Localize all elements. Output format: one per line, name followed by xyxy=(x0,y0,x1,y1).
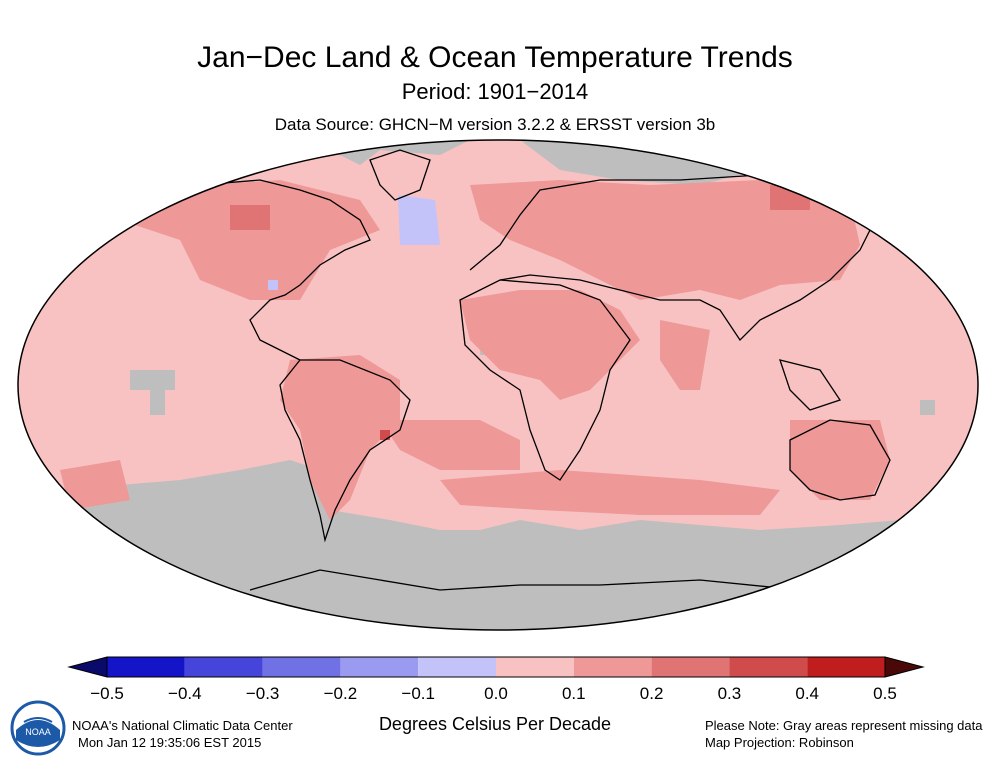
cooling-north-atlantic xyxy=(398,195,440,245)
coast-africa xyxy=(459,279,631,481)
color-bin-4 xyxy=(418,657,496,677)
color-bin-9 xyxy=(807,657,885,677)
tick-label: 0.3 xyxy=(717,684,742,703)
trend-south-pacific xyxy=(60,460,130,510)
coast-eurasia xyxy=(469,174,881,342)
trend-siberia-hot xyxy=(770,185,810,210)
timestamp: Mon Jan 12 19:35:06 EST 2015 xyxy=(78,735,262,750)
tick-label: 0.0 xyxy=(484,684,508,703)
coast-australia xyxy=(789,419,891,501)
cooling-se-us xyxy=(268,280,278,290)
trend-canada-hot xyxy=(230,205,270,230)
missing-pacific-c xyxy=(920,400,935,415)
trend-australia xyxy=(790,420,890,500)
color-bin-2 xyxy=(262,657,341,677)
tick-label: 0.5 xyxy=(873,684,897,703)
coast-southeast-asia xyxy=(779,359,842,411)
missing-antarctic xyxy=(18,460,978,630)
color-bin-0 xyxy=(107,657,185,677)
data-source: Data Source: GHCN−M version 3.2.2 & ERSS… xyxy=(274,115,716,134)
color-bin-7 xyxy=(651,657,730,677)
tick-label: −0.2 xyxy=(323,684,358,703)
color-bar xyxy=(67,656,925,678)
tick-label: 0.4 xyxy=(795,684,819,703)
color-bar-frame xyxy=(106,656,886,678)
color-bin-3 xyxy=(340,657,419,677)
tick-label: −0.4 xyxy=(168,684,202,703)
tick-label: −0.1 xyxy=(401,684,435,703)
projection-note: Map Projection: Robinson xyxy=(705,735,854,750)
coast-north-america xyxy=(139,179,371,361)
units-label: Degrees Celsius Per Decade xyxy=(378,714,612,734)
tick-label: −0.3 xyxy=(245,684,280,703)
trend-eurasia xyxy=(470,180,860,300)
globe-outline xyxy=(17,139,979,631)
missing-data-note: Please Note: Gray areas represent missin… xyxy=(705,718,983,733)
trend-brazil-hot xyxy=(380,430,390,440)
trend-arabian-sea xyxy=(660,320,710,390)
trend-north-africa xyxy=(460,290,640,400)
coast-greenland xyxy=(369,149,431,201)
tick-label: 0.2 xyxy=(639,684,664,703)
color-bar-low-arrow xyxy=(67,656,108,678)
color-bin-1 xyxy=(184,657,263,677)
color-bar-high-arrow xyxy=(884,656,925,678)
trend-south-atlantic xyxy=(380,420,520,470)
color-bin-5 xyxy=(496,657,574,677)
color-bin-8 xyxy=(729,657,808,677)
trend-southern-ocean xyxy=(440,470,780,515)
coast-south-america xyxy=(279,359,411,543)
tick-label: −0.5 xyxy=(90,684,124,703)
tick-label: 0.1 xyxy=(561,684,586,703)
map-title: Jan−Dec Land & Ocean Temperature Trends xyxy=(197,41,793,74)
svg-text:NOAA: NOAA xyxy=(25,727,51,737)
missing-pacific-b xyxy=(150,390,165,415)
noaa-logo-icon: NOAA xyxy=(10,700,66,756)
coastlines xyxy=(139,149,891,601)
color-bin-6 xyxy=(573,657,652,677)
coast-antarctica xyxy=(249,569,851,601)
missing-pacific-a xyxy=(130,370,175,390)
agency-credit: NOAA's National Climatic Data Center xyxy=(72,718,293,733)
map-period: Period: 1901−2014 xyxy=(401,79,589,104)
